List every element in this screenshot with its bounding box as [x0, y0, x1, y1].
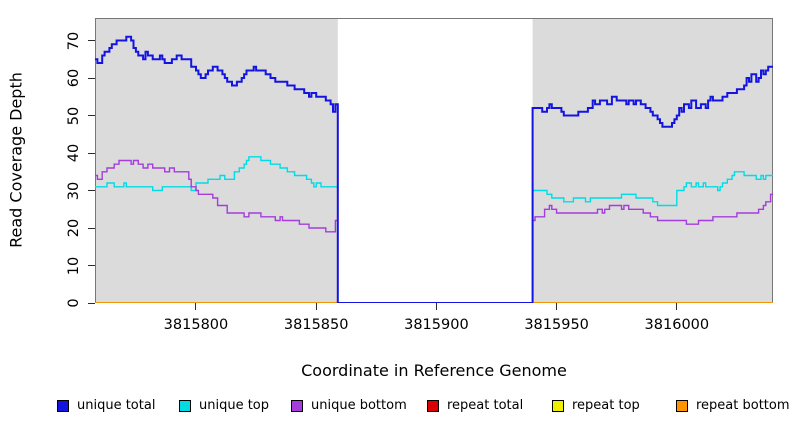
legend-swatch-icon	[179, 399, 191, 412]
legend-swatch-icon	[427, 399, 439, 412]
legend-label: repeat bottom	[696, 398, 790, 413]
series-unique-total	[95, 35, 773, 303]
y-axis-label: Read Coverage Depth	[6, 72, 26, 248]
y-tick-label: 10	[66, 256, 82, 275]
legend-label: unique top	[199, 398, 270, 413]
y-tick-label: 70	[66, 31, 82, 50]
x-tick	[435, 303, 437, 310]
x-tick	[315, 303, 317, 310]
x-tick-label: 3815900	[404, 317, 469, 333]
x-tick	[676, 303, 678, 310]
x-tick	[195, 303, 197, 310]
legend-label: unique bottom	[311, 398, 407, 413]
y-tick-label: 50	[66, 106, 82, 125]
legend-item-unique-bottom: unique bottom	[291, 399, 407, 412]
legend-item-repeat-top: repeat top	[552, 399, 640, 412]
legend-item-repeat-total: repeat total	[427, 399, 523, 412]
x-axis-label: Coordinate in Reference Genome	[301, 361, 567, 380]
y-tick	[88, 190, 95, 191]
y-tick-label: 30	[66, 181, 82, 200]
series-unique-bottom	[95, 159, 773, 303]
plot-area	[95, 18, 773, 303]
y-tick	[88, 40, 95, 41]
y-tick	[88, 152, 95, 154]
y-tick-label: 20	[66, 218, 82, 238]
legend-swatch-icon	[552, 399, 564, 412]
y-tick-label: 0	[66, 298, 82, 308]
series-unique-top	[95, 156, 773, 303]
y-tick	[88, 227, 95, 229]
legend-label: repeat total	[447, 398, 524, 413]
legend-swatch-icon	[676, 399, 688, 412]
y-tick	[88, 265, 95, 266]
y-tick-label: 40	[66, 143, 82, 163]
y-tick	[88, 115, 95, 116]
x-tick	[556, 303, 558, 310]
legend-item-unique-total: unique total	[57, 399, 155, 412]
y-tick	[88, 77, 95, 79]
x-tick-label: 3816000	[644, 317, 710, 333]
x-tick-label: 3815800	[163, 317, 229, 333]
legend-swatch-icon	[291, 399, 303, 412]
legend-label: unique total	[77, 398, 156, 413]
x-tick-label: 3815950	[524, 317, 589, 333]
legend-swatch-icon	[57, 399, 69, 412]
x-tick-label: 3815850	[283, 317, 349, 333]
legend-item-repeat-bottom: repeat bottom	[676, 399, 790, 412]
shaded-region	[532, 18, 773, 303]
y-tick	[88, 302, 95, 304]
legend-item-unique-top: unique top	[179, 399, 269, 412]
y-tick-label: 60	[66, 68, 82, 88]
legend-label: repeat top	[572, 398, 640, 413]
